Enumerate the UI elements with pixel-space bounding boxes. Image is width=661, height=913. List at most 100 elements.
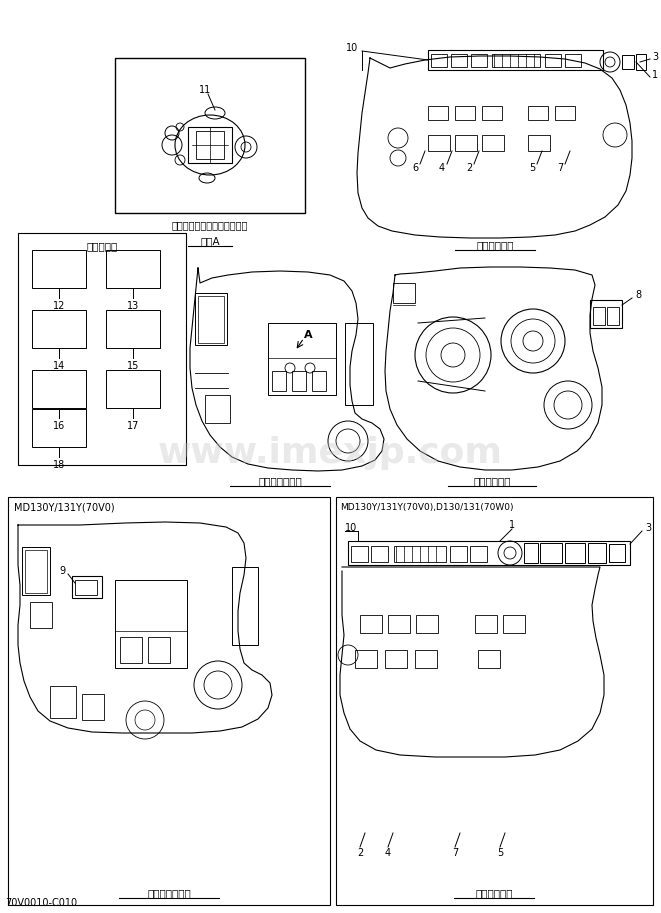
Bar [590, 300, 622, 328]
Bar [148, 637, 170, 663]
Text: 矢視A: 矢視A [200, 236, 220, 246]
Text: エンジン上面: エンジン上面 [476, 240, 514, 250]
Bar [268, 323, 336, 395]
Text: エンジン上面: エンジン上面 [475, 888, 513, 898]
Text: 1: 1 [509, 520, 515, 530]
Bar [205, 395, 230, 423]
Bar [455, 106, 475, 120]
Bar [336, 497, 653, 905]
Text: 10: 10 [345, 523, 357, 533]
Text: エンジン前面: エンジン前面 [473, 476, 511, 486]
Bar [355, 650, 377, 668]
Text: 2: 2 [466, 163, 472, 173]
Bar [345, 323, 373, 405]
Bar [455, 135, 477, 151]
Bar [385, 650, 407, 668]
Text: 7: 7 [557, 163, 563, 173]
Bar [503, 615, 525, 633]
Bar [312, 371, 326, 391]
Text: 5: 5 [497, 848, 503, 858]
Bar [565, 54, 581, 67]
Bar [22, 547, 50, 595]
Bar [351, 546, 368, 562]
Bar [106, 370, 160, 408]
Bar [431, 54, 447, 67]
Bar [198, 296, 224, 343]
Bar [636, 54, 646, 70]
Bar [106, 250, 160, 288]
Bar [32, 250, 86, 288]
Bar [540, 543, 562, 563]
Bar [482, 135, 504, 151]
Bar [545, 54, 561, 67]
Bar [120, 637, 142, 663]
Text: エンジン右艇側: エンジン右艇側 [147, 888, 191, 898]
Bar [528, 135, 550, 151]
Bar [622, 55, 634, 69]
Text: 5: 5 [529, 163, 535, 173]
Text: 14: 14 [53, 361, 65, 371]
Bar [292, 371, 306, 391]
Bar [609, 544, 625, 562]
Text: 15: 15 [127, 361, 139, 371]
Bar [428, 50, 603, 70]
Bar [492, 54, 540, 67]
Text: 艦体貼付用: 艦体貼付用 [87, 241, 118, 251]
Text: 3: 3 [652, 52, 658, 62]
Text: MD130Y/131Y(70V0): MD130Y/131Y(70V0) [14, 502, 114, 512]
Text: 17: 17 [127, 421, 139, 431]
Text: 4: 4 [439, 163, 445, 173]
Bar [478, 650, 500, 668]
Bar [50, 686, 76, 718]
Bar [428, 106, 448, 120]
Text: A: A [303, 330, 312, 340]
Bar [115, 580, 187, 668]
Bar [8, 497, 330, 905]
Bar [32, 370, 86, 408]
Bar [32, 310, 86, 348]
Bar [393, 283, 415, 303]
Text: www.imexjp.com: www.imexjp.com [157, 436, 502, 470]
Bar [82, 694, 104, 720]
Bar [272, 371, 286, 391]
Bar [450, 546, 467, 562]
Text: 8: 8 [635, 290, 641, 300]
Bar [196, 131, 224, 159]
Text: 18: 18 [53, 460, 65, 470]
Bar [25, 550, 47, 593]
Bar [75, 580, 97, 595]
Bar [106, 310, 160, 348]
Bar [416, 615, 438, 633]
Bar [555, 106, 575, 120]
Bar [428, 135, 450, 151]
Bar [115, 58, 305, 213]
Bar [482, 106, 502, 120]
Text: インジェクションポンプ上面: インジェクションポンプ上面 [172, 220, 248, 230]
Bar [360, 615, 382, 633]
Bar [30, 602, 52, 628]
Bar [348, 541, 630, 565]
Text: 1: 1 [652, 70, 658, 80]
Bar [470, 546, 487, 562]
Bar [72, 576, 102, 598]
Text: 12: 12 [53, 301, 65, 311]
Text: 70V0010-C010: 70V0010-C010 [5, 898, 77, 908]
Text: エンジン右艇側: エンジン右艇側 [258, 476, 302, 486]
Text: 16: 16 [53, 421, 65, 431]
Bar [188, 127, 232, 163]
Text: 10: 10 [346, 43, 358, 53]
Bar [415, 650, 437, 668]
Bar [371, 546, 388, 562]
Bar [451, 54, 467, 67]
Bar [471, 54, 487, 67]
Text: MD130Y/131Y(70V0),D130/131(70W0): MD130Y/131Y(70V0),D130/131(70W0) [340, 502, 514, 511]
Text: 7: 7 [452, 848, 458, 858]
Bar [394, 546, 446, 562]
Bar [232, 567, 258, 645]
Text: 4: 4 [385, 848, 391, 858]
Polygon shape [340, 567, 604, 757]
Text: 9: 9 [59, 566, 65, 576]
Bar [607, 307, 619, 325]
Text: 6: 6 [412, 163, 418, 173]
Bar [593, 307, 605, 325]
